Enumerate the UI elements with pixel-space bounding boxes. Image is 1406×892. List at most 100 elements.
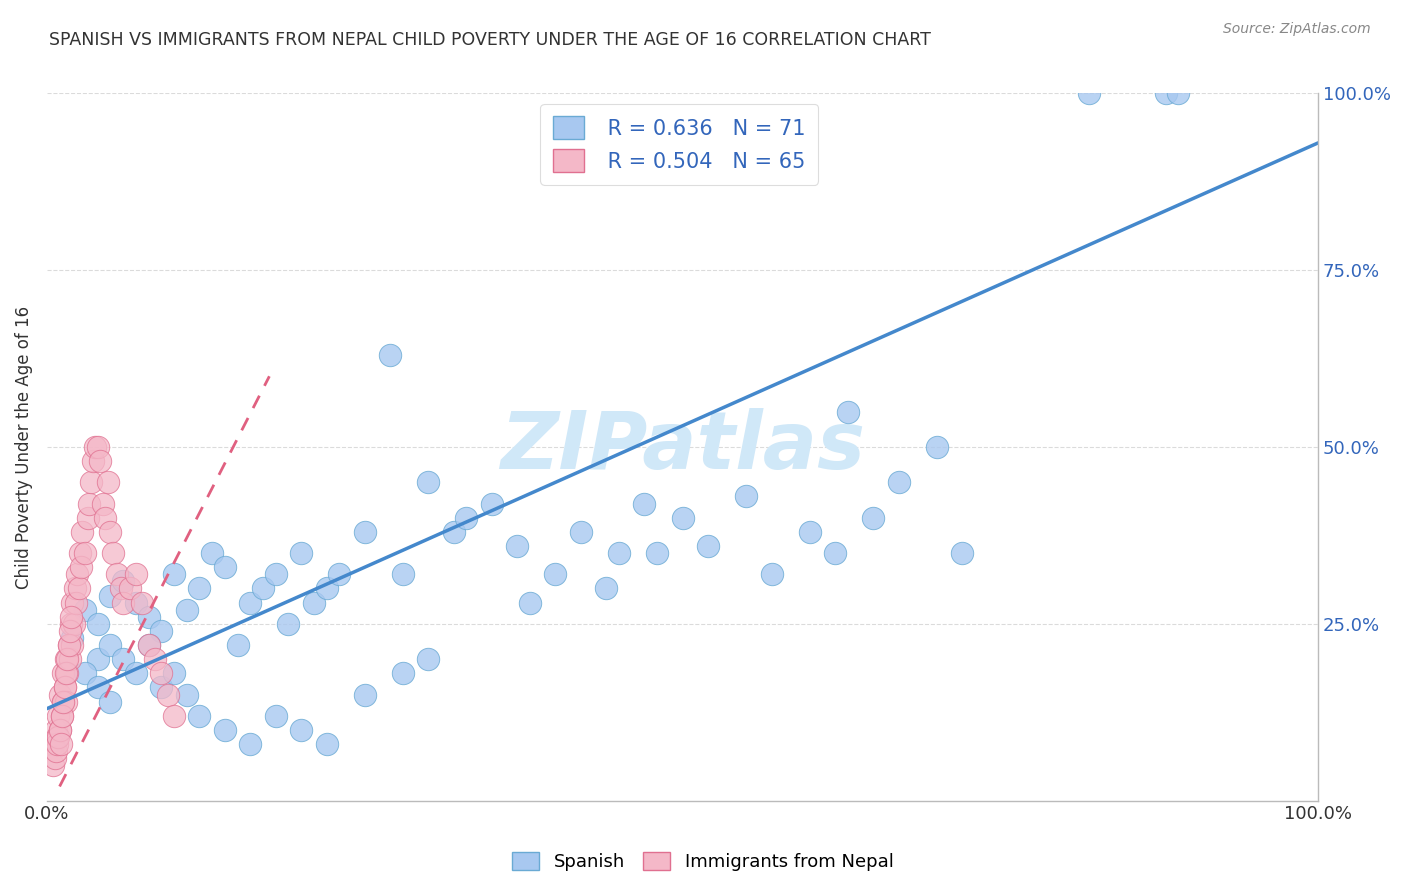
Point: [60, 609, 83, 624]
Point: [100, 524, 122, 539]
Point: [519, 596, 541, 610]
Point: [53, 681, 76, 695]
Point: [52, 666, 75, 681]
Point: [761, 567, 783, 582]
Point: [51, 708, 73, 723]
Point: [544, 567, 567, 582]
Point: [163, 708, 186, 723]
Point: [277, 616, 299, 631]
Point: [443, 524, 465, 539]
Point: [163, 567, 186, 582]
Point: [53, 681, 76, 695]
Point: [392, 567, 415, 582]
Point: [671, 510, 693, 524]
Point: [67, 582, 90, 596]
Point: [48, 688, 70, 702]
Point: [925, 440, 948, 454]
Point: [46, 737, 69, 751]
Point: [188, 708, 211, 723]
Point: [60, 638, 83, 652]
Point: [48, 723, 70, 737]
Point: [163, 666, 186, 681]
Point: [188, 582, 211, 596]
Point: [56, 666, 79, 681]
Legend: Spanish, Immigrants from Nepal: Spanish, Immigrants from Nepal: [505, 845, 901, 879]
Point: [290, 546, 312, 560]
Point: [60, 596, 83, 610]
Point: [735, 490, 758, 504]
Text: Source: ZipAtlas.com: Source: ZipAtlas.com: [1223, 22, 1371, 37]
Point: [89, 454, 111, 468]
Point: [214, 560, 236, 574]
Point: [378, 348, 401, 362]
Point: [1078, 87, 1101, 101]
Point: [73, 602, 96, 616]
Point: [97, 475, 120, 490]
Point: [101, 546, 124, 560]
Point: [138, 638, 160, 652]
Point: [201, 546, 224, 560]
Point: [226, 638, 249, 652]
Point: [156, 688, 179, 702]
Point: [70, 560, 93, 574]
Point: [252, 582, 274, 596]
Point: [633, 497, 655, 511]
Point: [100, 589, 122, 603]
Point: [100, 695, 122, 709]
Point: [63, 582, 86, 596]
Point: [55, 652, 77, 666]
Point: [392, 666, 415, 681]
Point: [697, 539, 720, 553]
Point: [58, 638, 80, 652]
Point: [100, 638, 122, 652]
Point: [46, 708, 69, 723]
Point: [56, 652, 79, 666]
Point: [87, 440, 110, 454]
Point: [131, 596, 153, 610]
Point: [456, 510, 478, 524]
Point: [125, 666, 148, 681]
Point: [112, 596, 135, 610]
Point: [607, 546, 630, 560]
Point: [65, 596, 87, 610]
Point: [55, 666, 77, 681]
Point: [481, 497, 503, 511]
Point: [46, 730, 69, 744]
Point: [45, 744, 67, 758]
Point: [862, 510, 884, 524]
Point: [80, 475, 103, 490]
Point: [418, 475, 440, 490]
Point: [84, 440, 107, 454]
Point: [51, 708, 73, 723]
Text: ZIPatlas: ZIPatlas: [501, 408, 865, 486]
Point: [105, 567, 128, 582]
Text: SPANISH VS IMMIGRANTS FROM NEPAL CHILD POVERTY UNDER THE AGE OF 16 CORRELATION C: SPANISH VS IMMIGRANTS FROM NEPAL CHILD P…: [49, 31, 931, 49]
Point: [60, 631, 83, 645]
Point: [55, 695, 77, 709]
Point: [77, 497, 100, 511]
Point: [46, 730, 69, 744]
Point: [118, 582, 141, 596]
Point: [42, 737, 65, 751]
Point: [62, 616, 84, 631]
Point: [264, 708, 287, 723]
Point: [418, 652, 440, 666]
Point: [138, 609, 160, 624]
Point: [73, 666, 96, 681]
Point: [138, 638, 160, 652]
Point: [82, 454, 104, 468]
Point: [239, 596, 262, 610]
Point: [1154, 87, 1177, 101]
Point: [824, 546, 846, 560]
Point: [112, 574, 135, 589]
Point: [72, 524, 94, 539]
Point: [42, 758, 65, 772]
Point: [45, 723, 67, 737]
Point: [143, 652, 166, 666]
Point: [150, 681, 173, 695]
Point: [87, 616, 110, 631]
Point: [150, 666, 173, 681]
Point: [950, 546, 973, 560]
Point: [315, 737, 337, 751]
Point: [69, 546, 91, 560]
